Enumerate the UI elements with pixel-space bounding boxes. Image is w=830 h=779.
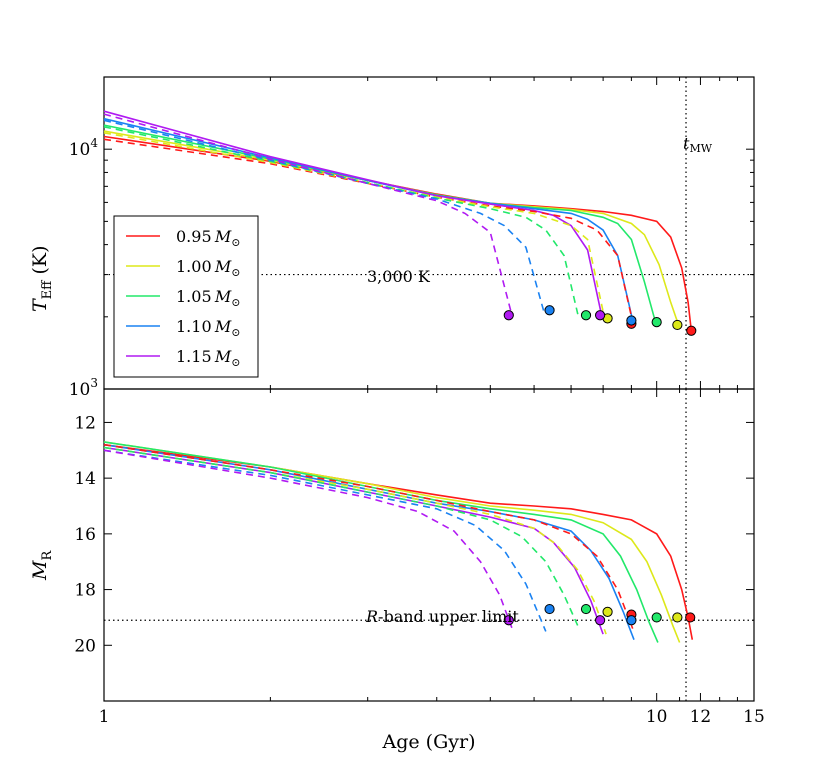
bottom-endpoint-1.05-5 [580, 603, 592, 615]
x-tick-label: 10 [646, 707, 668, 727]
legend-label-1.00: 1.00 M⊙ [176, 257, 240, 279]
x-tick-label: 12 [690, 707, 712, 727]
top-hline-label: 3,000 K [367, 267, 431, 286]
top-y-tick-label: 103 [69, 376, 98, 400]
top-line-1.10-solid [103, 117, 634, 321]
bottom-endpoint-1.00-2 [672, 612, 683, 623]
bottom-line-1.10-dashed [103, 449, 547, 632]
bottom-line-1.00-solid [103, 441, 681, 643]
top-endpoint-1.05-4 [651, 317, 662, 328]
bottom-y-tick-label: 12 [74, 413, 96, 433]
bottom-y-axis-title: MR [29, 550, 55, 581]
top-endpoint-1.05-5 [580, 310, 592, 321]
x-axis-title: Age (Gyr) [382, 731, 476, 753]
top-endpoint-1.10-6 [626, 315, 637, 326]
bottom-line-1.15-dashed [103, 449, 514, 632]
top-line-1.15-solid [103, 110, 603, 316]
bottom-endpoint-1.10-6 [626, 615, 637, 626]
bottom-line-1.00-dashed [103, 446, 607, 635]
legend-label-0.95: 0.95 M⊙ [176, 227, 240, 249]
top-y-tick-label: 104 [69, 136, 99, 160]
bottom-endpoint-1.10-7 [544, 603, 555, 615]
bottom-y-tick-label: 14 [74, 469, 96, 489]
top-line-0.95-dashed [103, 138, 634, 323]
bottom-line-1.15-solid [103, 446, 604, 635]
legend-label-1.15: 1.15 M⊙ [176, 347, 240, 369]
tmw-label: tMW [683, 134, 713, 155]
bottom-line-0.95-dashed [103, 443, 634, 629]
bottom-endpoint-1.05-4 [651, 612, 662, 623]
bottom-y-tick-label: 16 [74, 525, 96, 545]
bottom-line-1.05-solid [103, 441, 659, 643]
top-endpoint-1.10-7 [544, 305, 555, 316]
legend-label-1.10: 1.10 M⊙ [176, 317, 240, 339]
bottom-panel-frame [103, 388, 755, 702]
top-endpoint-0.95-0 [686, 325, 697, 336]
bottom-y-tick-label: 18 [74, 581, 96, 601]
x-tick-label: 1 [99, 707, 110, 727]
top-endpoint-1.15-8 [594, 310, 606, 321]
bottom-endpoint-1.15-8 [594, 615, 606, 626]
top-y-axis-title: TEff (K) [29, 246, 55, 312]
bottom-endpoint-1.00-3 [602, 606, 613, 617]
top-panel: 103 104 3,000 K tMW TEff (K) [29, 76, 755, 400]
bottom-line-1.05-dashed [103, 446, 579, 627]
legend-label-1.05: 1.05 M⊙ [176, 287, 240, 309]
top-line-1.10-dashed [103, 119, 545, 312]
x-tick-label: 15 [743, 707, 765, 727]
bottom-hline-label: R-band upper limit [365, 607, 519, 626]
legend: 0.95 M⊙ 1.00 M⊙ 1.05 M⊙ 1.10 M⊙ 1.15 M⊙ [113, 215, 259, 378]
bottom-endpoint-1.15-9 [503, 615, 514, 626]
bottom-y-tick-label: 20 [74, 636, 96, 656]
top-endpoint-1.00-2 [672, 319, 683, 331]
bottom-endpoint-0.95-0 [685, 612, 696, 623]
top-endpoint-1.15-9 [503, 310, 514, 321]
top-line-1.15-dashed [103, 113, 512, 312]
